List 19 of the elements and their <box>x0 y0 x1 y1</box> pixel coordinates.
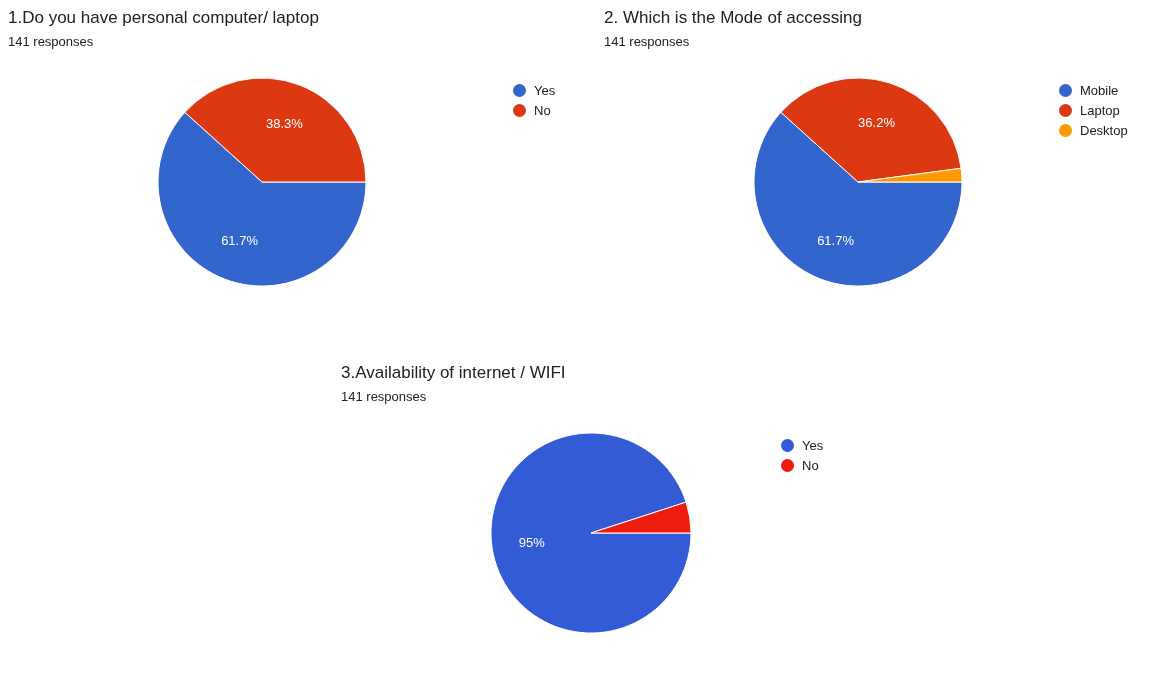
chart-title: 2. Which is the Mode of accessing <box>604 8 863 28</box>
data-label: 36.2% <box>858 114 896 130</box>
data-label: 61.7% <box>817 232 855 248</box>
legend-label: No <box>801 458 820 473</box>
legend-label: Yes <box>801 438 824 453</box>
legend-label: Mobile <box>1079 83 1120 98</box>
legend-label: No <box>533 103 552 118</box>
legend-label: Laptop <box>1079 103 1121 118</box>
legend-label: Desktop <box>1079 123 1128 138</box>
text: 141 responses <box>8 34 95 49</box>
chart-title: 3.Availability of internet / WIFI <box>341 363 567 383</box>
data-label: 38.3% <box>265 116 304 132</box>
text: 141 responses <box>604 34 691 49</box>
data-label: 95% <box>518 534 546 550</box>
text: 141 responses <box>341 389 428 404</box>
legend-label: Yes <box>533 83 556 98</box>
data-label: 61.7% <box>221 232 259 248</box>
pie-slice <box>490 432 692 634</box>
chart-title: 1.Do you have personal computer/ laptop <box>8 8 320 28</box>
